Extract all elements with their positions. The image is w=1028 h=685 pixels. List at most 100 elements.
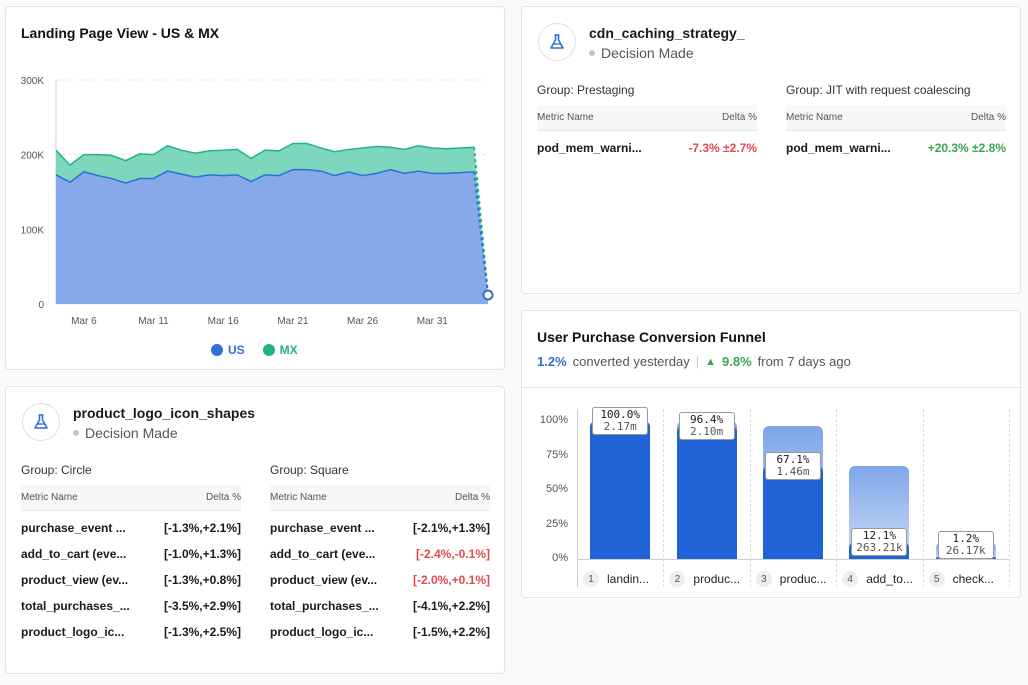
metric-row[interactable]: total_purchases_... [-3.5%,+2.9%] <box>21 593 241 619</box>
divider: | <box>695 354 700 369</box>
change-pct: 9.8% <box>722 354 752 369</box>
x-tick-label: Mar 11 <box>138 316 169 327</box>
bar-percent: 100.0% <box>600 408 641 421</box>
step-number: 1 <box>583 571 599 587</box>
step-name: check... <box>952 572 994 586</box>
funnel-bar[interactable] <box>676 425 737 559</box>
metric-name: add_to_cart (eve... <box>270 547 376 561</box>
delta-header: Delta % <box>721 112 757 123</box>
y-tick-label: 0 <box>38 300 44 311</box>
funnel-summary: 1.2% converted yesterday | ▲ 9.8% from 7… <box>537 354 851 369</box>
funnel-bar[interactable] <box>763 466 823 559</box>
group-label: Group: Prestaging <box>537 83 635 97</box>
trend-up-icon: ▲ <box>705 355 716 368</box>
metric-row[interactable]: purchase_event ... [-2.1%,+1.3%] <box>270 515 490 541</box>
metric-row[interactable]: pod_mem_warni... +20.3% ±2.8% <box>786 135 1006 161</box>
metric-row[interactable]: purchase_event ... [-1.3%,+2.1%] <box>21 515 241 541</box>
funnel-step-label[interactable]: 2 produc... <box>669 571 740 587</box>
group-label: Group: JIT with request coalescing <box>786 83 971 97</box>
y-tick-label: 75% <box>545 448 568 461</box>
x-tick-label: Mar 21 <box>277 316 309 327</box>
experiment-card-logo[interactable]: product_logo_icon_shapes Decision Made G… <box>5 386 505 674</box>
funnel-step-label[interactable]: 3 produc... <box>755 571 827 587</box>
group-label: Group: Square <box>270 463 349 477</box>
metric-delta: [-4.1%,+2.2%] <box>412 599 490 613</box>
status-dot <box>73 430 79 436</box>
us-area <box>56 169 488 304</box>
card-title: User Purchase Conversion Funnel <box>537 329 766 345</box>
step-number: 4 <box>842 571 859 587</box>
funnel-bar[interactable] <box>590 421 651 559</box>
metric-table-header: Metric Name Delta % <box>786 105 1006 131</box>
group-prestaging: Group: Prestaging Metric Name Delta % pod… <box>537 83 757 161</box>
conversion-funnel-card: User Purchase Conversion Funnel 1.2% con… <box>521 310 1021 598</box>
y-tick-label: 50% <box>545 483 568 495</box>
landing-area-chart[interactable]: 0 100K 200K 300K Mar 6 Mar 11 Mar 16 Mar 21 Mar … <box>6 62 506 362</box>
column-divider <box>663 409 665 587</box>
metric-row[interactable]: product_view (ev... [-2.0%,+0.1%] <box>270 567 490 593</box>
delta-header: Delta % <box>970 112 1006 123</box>
metric-row[interactable]: total_purchases_... [-4.1%,+2.2%] <box>270 593 490 619</box>
metric-name: total_purchases_... <box>270 599 379 613</box>
mx-swatch <box>262 344 275 356</box>
metric-row[interactable]: product_logo_ic... [-1.5%,+2.2%] <box>270 619 490 645</box>
divider-line <box>522 387 1020 388</box>
last-point-marker <box>482 289 494 301</box>
metric-name: pod_mem_warni... <box>537 141 642 155</box>
metric-delta: [-1.3%,+2.5%] <box>163 625 241 639</box>
metric-row[interactable]: product_view (ev... [-1.3%,+0.8%] <box>21 567 241 593</box>
metric-delta: [-2.0%,+0.1%] <box>412 573 490 587</box>
metric-name: purchase_event ... <box>270 521 375 535</box>
x-tick-label: Mar 6 <box>71 316 97 327</box>
metric-delta: [-1.3%,+2.1%] <box>163 521 241 535</box>
bar-value-label: 1.2% 26.17k <box>937 531 994 559</box>
legend-item-mx[interactable]: MX <box>262 343 298 357</box>
metric-name-header: Metric Name <box>786 112 843 123</box>
metric-row[interactable]: add_to_cart (eve... [-1.0%,+1.3%] <box>21 541 241 567</box>
status-dot <box>589 50 595 56</box>
metric-name: product_logo_ic... <box>21 625 125 639</box>
baseline <box>577 559 1009 560</box>
experiment-card-cdn[interactable]: cdn_caching_strategy_ Decision Made Grou… <box>521 6 1021 294</box>
metric-table-header: Metric Name Delta % <box>270 485 490 511</box>
bar-value-label: 67.1% 1.46m <box>765 452 821 481</box>
x-tick-label: Mar 26 <box>347 316 379 327</box>
bar-count: 263.21k <box>856 541 903 555</box>
group-label: Group: Circle <box>21 463 92 477</box>
metric-table-header: Metric Name Delta % <box>537 105 757 131</box>
step-name: add_to... <box>866 572 913 586</box>
metric-row[interactable]: pod_mem_warni... -7.3% ±2.7% <box>537 135 757 161</box>
legend-label: MX <box>279 343 298 357</box>
flask-icon <box>538 23 576 61</box>
metric-name: product_logo_ic... <box>270 625 374 639</box>
experiment-name[interactable]: product_logo_icon_shapes <box>73 405 256 421</box>
step-number: 2 <box>669 571 686 587</box>
metric-row[interactable]: product_logo_ic... [-1.3%,+2.5%] <box>21 619 241 645</box>
metric-delta: +20.3% ±2.8% <box>927 141 1006 155</box>
us-line-partial <box>473 171 489 296</box>
x-tick-label: Mar 16 <box>208 316 240 327</box>
funnel-step-label[interactable]: 5 check... <box>928 571 994 587</box>
experiment-name[interactable]: cdn_caching_strategy_ <box>589 25 745 41</box>
step-number: 3 <box>755 571 772 587</box>
funnel-chart: 0% 25% 50% 75% 100% 100.0% 2.17m 1 landin... 96.4… <box>522 399 1022 594</box>
landing-page-view-card: Landing Page View - US & MX 0 100K 200K 300… <box>5 6 505 370</box>
bar-value-label: 96.4% 2.10m <box>678 411 735 440</box>
metric-name-header: Metric Name <box>21 492 78 503</box>
group-square: Group: Square Metric Name Delta % purchas… <box>270 463 490 645</box>
funnel-step-label[interactable]: 4 add_to... <box>842 571 913 587</box>
metric-delta: -7.3% ±2.7% <box>688 141 757 155</box>
funnel-step-label[interactable]: 1 landin... <box>583 571 649 587</box>
metric-row[interactable]: add_to_cart (eve... [-2.4%,-0.1%] <box>270 541 490 567</box>
step-name: produc... <box>693 572 741 586</box>
legend-item-us[interactable]: US <box>211 343 245 357</box>
metric-table-header: Metric Name Delta % <box>21 485 241 511</box>
bar-value-label: 12.1% 263.21k <box>851 528 908 557</box>
group-jit: Group: JIT with request coalescing Metri… <box>786 83 1006 161</box>
group-circle: Group: Circle Metric Name Delta % purchas… <box>21 463 241 645</box>
status-text: Decision Made <box>601 45 694 61</box>
y-tick-label: 100K <box>21 225 45 236</box>
step-name: landin... <box>607 572 650 586</box>
column-divider <box>1009 409 1010 587</box>
metric-name-header: Metric Name <box>537 112 594 123</box>
